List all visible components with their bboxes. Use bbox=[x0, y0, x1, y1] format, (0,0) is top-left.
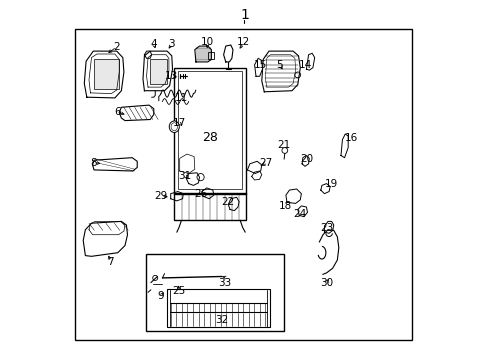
Text: 28: 28 bbox=[202, 131, 218, 144]
Text: 21: 21 bbox=[276, 140, 289, 150]
Text: 14: 14 bbox=[298, 60, 311, 70]
Bar bbox=[174, 68, 246, 194]
Text: 15: 15 bbox=[254, 60, 267, 70]
Text: 3: 3 bbox=[168, 39, 175, 49]
Bar bbox=[150, 59, 167, 84]
Text: 6: 6 bbox=[114, 107, 121, 117]
Text: 26: 26 bbox=[194, 189, 207, 199]
Text: 22: 22 bbox=[221, 197, 234, 207]
Text: 27: 27 bbox=[258, 158, 271, 168]
Text: 16: 16 bbox=[345, 132, 358, 143]
Text: 33: 33 bbox=[218, 278, 231, 288]
Bar bbox=[94, 59, 118, 89]
Text: 12: 12 bbox=[237, 37, 250, 48]
Text: 20: 20 bbox=[299, 154, 312, 164]
Text: 25: 25 bbox=[172, 286, 185, 296]
Bar bbox=[178, 71, 242, 189]
Text: 1: 1 bbox=[240, 8, 248, 22]
Text: 19: 19 bbox=[325, 179, 338, 189]
Ellipse shape bbox=[171, 123, 177, 131]
Polygon shape bbox=[119, 105, 153, 121]
Ellipse shape bbox=[169, 121, 179, 132]
Text: 4: 4 bbox=[150, 39, 157, 49]
Text: 32: 32 bbox=[215, 315, 228, 325]
Text: 24: 24 bbox=[293, 209, 306, 219]
Text: 13: 13 bbox=[165, 71, 178, 81]
Text: 11: 11 bbox=[175, 93, 188, 103]
Text: 8: 8 bbox=[90, 158, 97, 168]
Text: 7: 7 bbox=[107, 257, 114, 267]
Text: 31: 31 bbox=[178, 171, 191, 181]
Bar bbox=[75, 29, 411, 340]
Text: 9: 9 bbox=[157, 291, 164, 301]
Text: 23: 23 bbox=[319, 222, 332, 233]
Text: 29: 29 bbox=[154, 191, 167, 201]
Text: 2: 2 bbox=[113, 42, 120, 52]
Text: 18: 18 bbox=[279, 201, 292, 211]
Circle shape bbox=[294, 72, 300, 78]
Polygon shape bbox=[83, 221, 127, 256]
Text: 10: 10 bbox=[201, 37, 214, 48]
Bar bbox=[145, 254, 284, 331]
Bar bbox=[207, 52, 214, 59]
Polygon shape bbox=[92, 158, 137, 171]
Circle shape bbox=[282, 148, 287, 153]
Circle shape bbox=[152, 275, 158, 280]
Text: 17: 17 bbox=[172, 118, 185, 128]
Circle shape bbox=[197, 174, 204, 181]
Bar bbox=[167, 289, 269, 327]
Text: 5: 5 bbox=[276, 60, 283, 70]
Text: 30: 30 bbox=[319, 278, 332, 288]
Bar bbox=[174, 193, 246, 220]
